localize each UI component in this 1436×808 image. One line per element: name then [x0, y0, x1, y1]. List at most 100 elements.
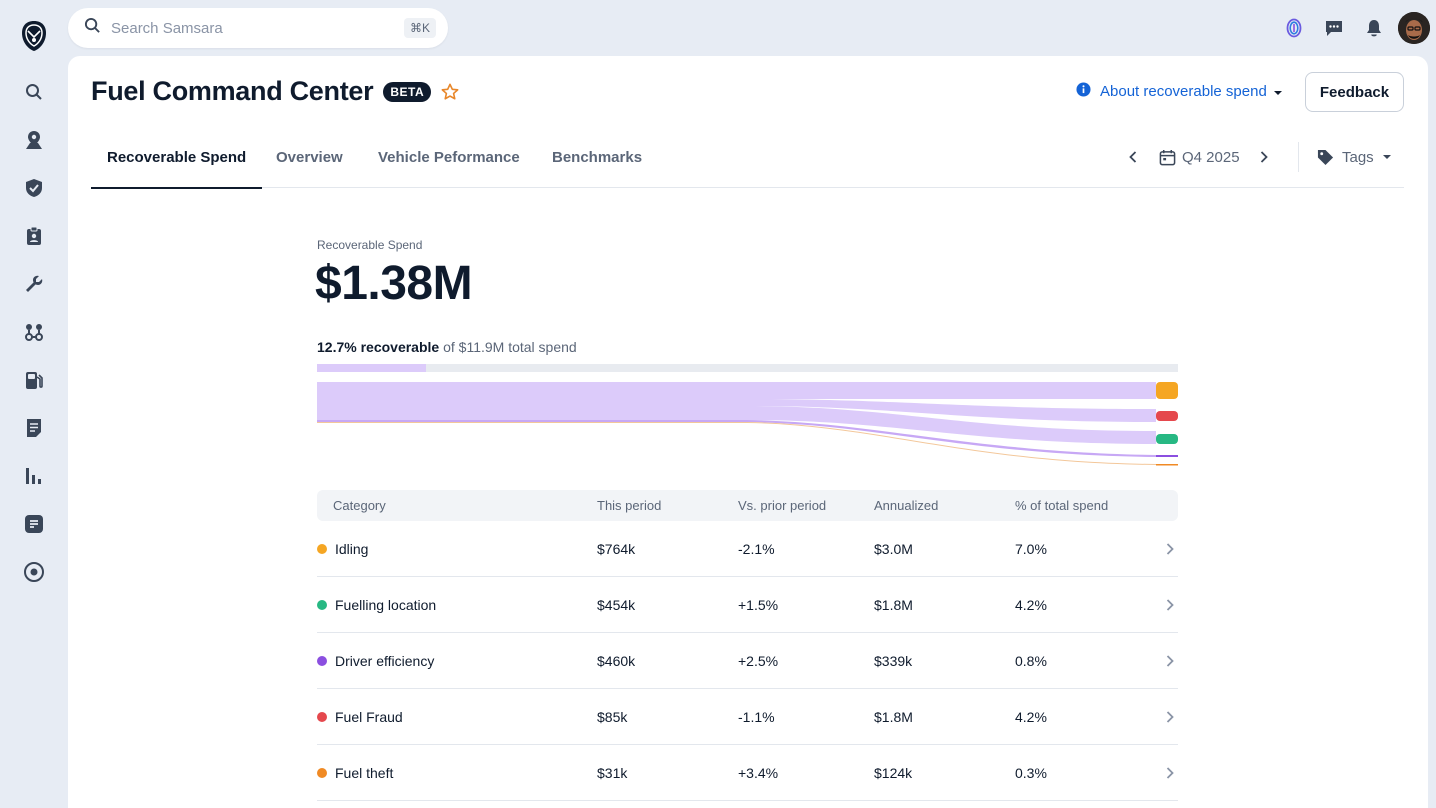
- tab-vehicle-performance[interactable]: Vehicle Peformance: [378, 148, 520, 166]
- vs-prior-cell: +2.5%: [738, 652, 779, 669]
- table-header: Category This period Vs. prior period An…: [317, 490, 1178, 521]
- vs-prior-cell: +1.5%: [738, 596, 779, 613]
- chevron-right-icon[interactable]: [1166, 745, 1174, 800]
- col-annualized[interactable]: Annualized: [874, 498, 939, 513]
- table-row[interactable]: Fuel Fraud $85k -1.1% $1.8M 4.2%: [317, 689, 1178, 745]
- recoverable-fill-bar: [317, 364, 426, 372]
- search-icon: [84, 17, 101, 39]
- vs-prior-cell: -2.1%: [738, 540, 775, 557]
- title-row: Fuel Command Center BETA: [91, 76, 459, 107]
- beta-badge: BETA: [383, 81, 432, 102]
- target-icon[interactable]: [22, 560, 46, 584]
- samsara-logo[interactable]: [21, 20, 47, 52]
- left-nav-rail: [0, 0, 68, 808]
- col-pct-total[interactable]: % of total spend: [1015, 498, 1109, 513]
- bell-icon[interactable]: [1354, 12, 1394, 44]
- shortcut-hint: ⌘K: [403, 18, 436, 38]
- feedback-button[interactable]: Feedback: [1305, 72, 1404, 112]
- period-selector: Q4 2025: [1121, 126, 1276, 188]
- flow-driver-efficiency: [317, 420, 1156, 457]
- category-cell: Idling: [317, 521, 368, 576]
- info-icon: [1076, 82, 1091, 101]
- chat-icon[interactable]: [1314, 12, 1354, 44]
- tab-bar: Recoverable Spend Overview Vehicle Pefor…: [91, 126, 1404, 189]
- col-vs-prior[interactable]: Vs. prior period: [738, 498, 827, 513]
- category-color-dot: [317, 599, 327, 610]
- summary-value: $1.38M: [315, 257, 473, 310]
- top-right-toolbar: [1274, 12, 1430, 44]
- table-row[interactable]: Driver efficiency $460k +2.5% $339k 0.8%: [317, 633, 1178, 689]
- flow-fuel-fraud: [317, 399, 1156, 422]
- pct-total-cell: 4.2%: [1015, 596, 1047, 613]
- search-input[interactable]: Search Samsara: [111, 19, 223, 37]
- chevron-right-icon[interactable]: [1166, 689, 1174, 744]
- page-title: Fuel Command Center: [91, 76, 374, 106]
- vs-prior-cell: +3.4%: [738, 764, 779, 781]
- caret-down-icon: [1273, 83, 1283, 100]
- category-name: Fuel Fraud: [335, 708, 403, 725]
- caret-down-icon: [1382, 155, 1391, 159]
- chevron-right-icon[interactable]: [1166, 577, 1174, 632]
- this-period-cell: $460k: [597, 652, 636, 669]
- wrench-icon[interactable]: [22, 272, 46, 296]
- total-spend-text: of $11.9M total spend: [439, 339, 577, 355]
- category-color-dot: [317, 543, 327, 554]
- chevron-right-icon[interactable]: [1166, 521, 1174, 576]
- category-color-dot: [317, 711, 327, 722]
- app-tile-icon[interactable]: [22, 512, 46, 536]
- routes-icon[interactable]: [22, 320, 46, 344]
- document-icon[interactable]: [22, 416, 46, 440]
- annualized-cell: $3.0M: [874, 540, 913, 557]
- category-name: Fuelling location: [335, 596, 437, 613]
- recoverable-percent: 12.7% recoverable: [317, 339, 440, 355]
- category-cell: Driver efficiency: [317, 633, 434, 688]
- flow-fuel-theft: [317, 422, 1156, 465]
- annualized-cell: $1.8M: [874, 596, 913, 613]
- category-cell: Fuel Fraud: [317, 689, 403, 744]
- fingerprint-icon[interactable]: [1274, 12, 1314, 44]
- favorite-star-icon[interactable]: [441, 83, 459, 101]
- table-row[interactable]: Idling $764k -2.1% $3.0M 7.0%: [317, 521, 1178, 577]
- category-name: Driver efficiency: [335, 652, 435, 669]
- period-label: Q4 2025: [1182, 148, 1240, 166]
- annualized-cell: $124k: [874, 764, 913, 781]
- bar-chart-icon[interactable]: [22, 464, 46, 488]
- flow-idling: [317, 382, 1156, 399]
- category-name: Fuel theft: [335, 764, 394, 781]
- main-panel: Fuel Command Center BETA About recoverab…: [68, 56, 1428, 808]
- calendar-icon: [1159, 149, 1176, 165]
- about-recoverable-spend-link[interactable]: About recoverable spend: [1076, 82, 1283, 101]
- avatar[interactable]: [1398, 12, 1430, 44]
- tags-label: Tags: [1342, 148, 1374, 166]
- clipboard-user-icon[interactable]: [22, 224, 46, 248]
- vs-prior-cell: -1.1%: [738, 708, 775, 725]
- map-pin-icon[interactable]: [22, 128, 46, 152]
- annualized-cell: $339k: [874, 652, 913, 669]
- chevron-right-icon[interactable]: [1252, 151, 1276, 163]
- chevron-right-icon[interactable]: [1166, 633, 1174, 688]
- tags-dropdown[interactable]: Tags: [1317, 126, 1392, 188]
- shield-check-icon[interactable]: [22, 176, 46, 200]
- tab-recoverable-spend[interactable]: Recoverable Spend: [91, 126, 263, 189]
- summary-subtext: 12.7% recoverable of $11.9M total spend: [317, 339, 577, 355]
- pct-total-cell: 0.8%: [1015, 652, 1047, 669]
- fuel-pump-icon[interactable]: [22, 368, 46, 392]
- node-fuel-fraud: [1156, 411, 1178, 421]
- table-row[interactable]: Fuel theft $31k +3.4% $124k 0.3%: [317, 745, 1178, 801]
- about-link-label: About recoverable spend: [1100, 83, 1267, 100]
- this-period-cell: $31k: [597, 764, 628, 781]
- node-fuelling-location: [1156, 434, 1178, 444]
- chevron-left-icon[interactable]: [1121, 151, 1145, 163]
- search-icon[interactable]: [22, 80, 46, 104]
- toolbar-divider: [1298, 142, 1299, 172]
- search-bar[interactable]: Search Samsara ⌘K: [68, 8, 448, 48]
- tab-overview[interactable]: Overview: [276, 148, 343, 166]
- node-fuel-theft: [1156, 464, 1178, 466]
- tab-benchmarks[interactable]: Benchmarks: [552, 148, 643, 166]
- table-row[interactable]: Fuelling location $454k +1.5% $1.8M 4.2%: [317, 577, 1178, 633]
- node-idling: [1156, 382, 1178, 399]
- col-category[interactable]: Category: [333, 498, 386, 513]
- col-this-period[interactable]: This period: [597, 498, 662, 513]
- total-spend-track: [317, 364, 1178, 372]
- date-picker[interactable]: Q4 2025: [1159, 149, 1240, 166]
